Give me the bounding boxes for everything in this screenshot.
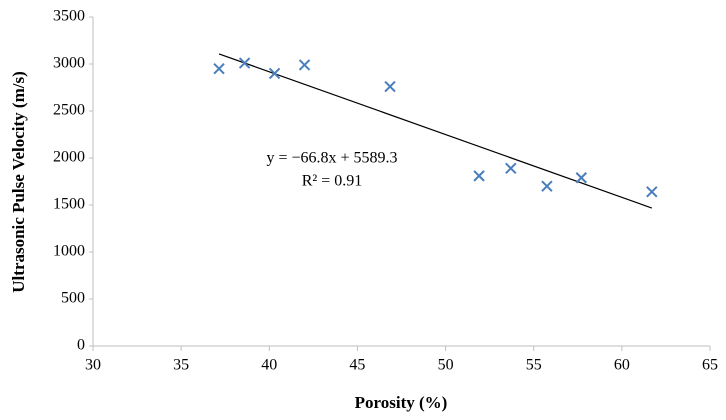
x-tick-label: 55 (526, 357, 542, 374)
y-tick-label: 3000 (53, 55, 85, 72)
y-tick-label: 500 (61, 290, 85, 307)
x-tick-label: 65 (702, 357, 718, 374)
marker (238, 57, 251, 69)
x-tick-label: 30 (85, 357, 101, 374)
marker (646, 186, 658, 198)
marker (298, 59, 311, 71)
trendline-r2: R² = 0.91 (302, 173, 363, 190)
y-axis-title: Ultrasonic Pulse Velocity (m/s) (9, 71, 28, 292)
marker (384, 80, 396, 93)
x-tick-label: 45 (349, 357, 365, 374)
x-axis-title: Porosity (%) (355, 393, 448, 412)
x-tick-label: 60 (614, 357, 630, 374)
trendline (218, 53, 653, 209)
y-tick-label: 1500 (53, 196, 85, 213)
x-tick-label: 35 (173, 357, 189, 374)
marker (505, 162, 517, 175)
marker (268, 67, 281, 80)
marker (541, 180, 553, 192)
y-tick-label: 1000 (53, 243, 85, 260)
y-tick-label: 2000 (53, 149, 85, 166)
marker (575, 172, 588, 184)
marker (213, 62, 225, 75)
y-tick-label: 0 (77, 337, 85, 354)
x-tick-label: 50 (438, 357, 454, 374)
y-tick-label: 2500 (53, 102, 85, 119)
trendline-equation: y = −66.8x + 5589.3 (266, 150, 397, 167)
marker (473, 170, 485, 182)
y-tick-label: 3500 (53, 8, 85, 25)
x-tick-label: 40 (261, 357, 277, 374)
